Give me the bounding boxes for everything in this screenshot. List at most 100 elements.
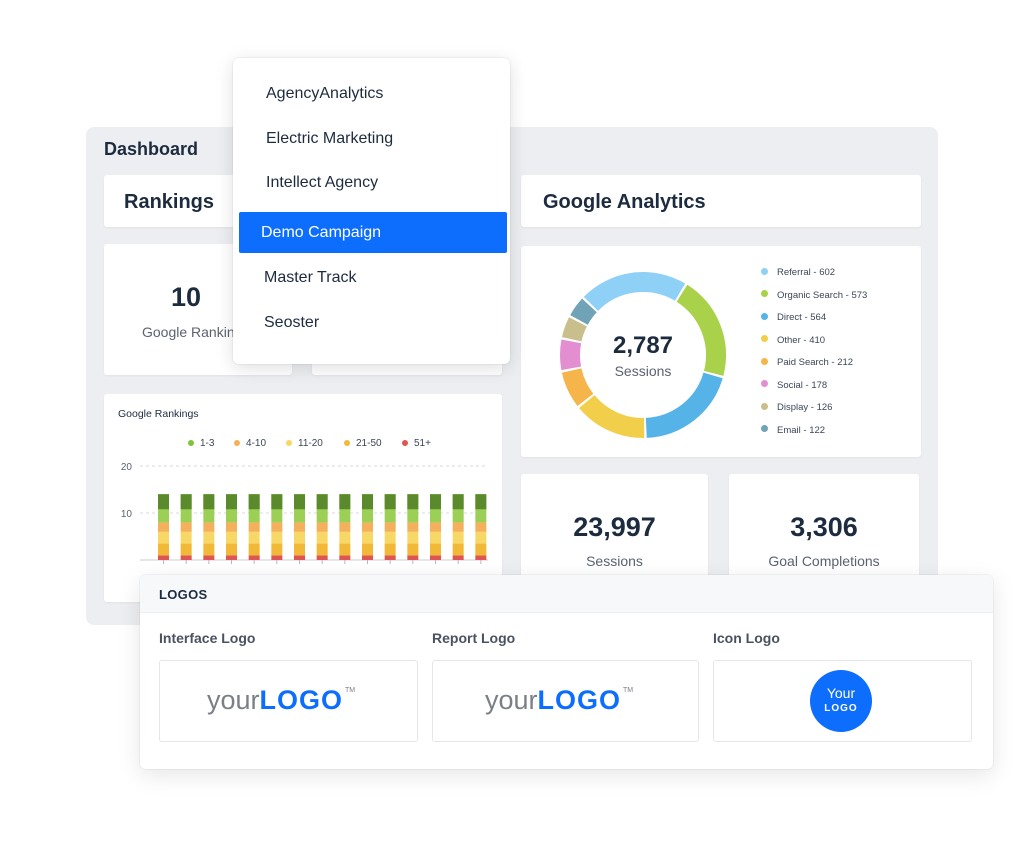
bar-segment-21-50	[248, 543, 260, 556]
rankings-legend-label: 21-50	[356, 438, 382, 449]
legend-dot-icon	[344, 440, 350, 447]
legend-dot-icon	[761, 402, 768, 410]
rankings-bar-chart: 10 20	[121, 462, 488, 564]
bar-segment-21-50	[158, 543, 169, 556]
bar-segment-21-50	[407, 543, 419, 556]
campaign-dropdown-menu: AgencyAnalytics Electric Marketing Intel…	[233, 58, 510, 364]
logos-header-text: LOGOS	[159, 587, 208, 602]
google-analytics-header-card: Google Analytics	[521, 175, 921, 227]
y-tick-label: 10	[121, 509, 133, 520]
dropdown-item-demo-campaign[interactable]: Demo Campaign	[239, 212, 507, 253]
bar-segment-4-10	[475, 522, 487, 532]
donut-legend-label: Display - 126	[777, 402, 833, 413]
bar-segment-21-50	[339, 543, 351, 556]
y-tick-label: 20	[121, 462, 133, 473]
logos-panel-header: LOGOS	[140, 575, 993, 613]
bar-segment-21-50	[203, 543, 215, 556]
legend-dot-icon	[761, 425, 768, 433]
bar-segment-11-20	[316, 531, 328, 544]
bar-segment-4-10	[362, 522, 373, 532]
bar-top-cap	[430, 494, 441, 510]
donut-legend-label: Other - 410	[777, 334, 826, 346]
bar-top-cap	[226, 494, 237, 510]
bar-segment-21-50	[226, 543, 237, 556]
rankings-legend-label: 4-10	[246, 438, 267, 449]
bar-top-cap	[294, 494, 305, 510]
legend-dot-icon	[761, 312, 768, 320]
goal-completions-card: 3,306 Goal Completions	[729, 474, 919, 584]
interface-logo-upload[interactable]: yourLOGO TM	[159, 660, 418, 742]
legend-dot-icon	[761, 357, 768, 365]
bar-segment-21-50	[475, 543, 487, 556]
rankings-legend-label: 51+	[414, 438, 431, 449]
bar-segment-11-20	[362, 531, 373, 544]
donut-legend-item: Email - 122	[761, 425, 825, 436]
icon-logo-image: Your LOGO	[810, 670, 872, 732]
donut-legend-label: Email - 122	[777, 424, 826, 436]
rankings-legend-item: 1-3	[188, 438, 214, 449]
rankings-legend-item: 11-20	[286, 438, 323, 449]
bar-segment-4-10	[158, 522, 169, 532]
bar-top-cap	[362, 494, 373, 510]
donut-center-value: 2,787	[612, 332, 674, 359]
donut-slice-email	[570, 298, 597, 325]
report-logo-image: yourLOGO TM	[485, 685, 634, 715]
bar-segment-4-10	[180, 522, 192, 532]
bar-segment-21-50	[362, 543, 373, 556]
bar-top-cap	[248, 494, 260, 510]
dashboard-title: Dashboard	[104, 139, 199, 159]
bar-segment-11-20	[226, 531, 237, 544]
bar-top-cap	[158, 494, 169, 510]
donut-slice-referral	[583, 272, 686, 312]
bar-segment-21-50	[316, 543, 328, 556]
donut-legend-label: Paid Search - 212	[777, 357, 854, 368]
legend-dot-icon	[286, 440, 292, 447]
legend-dot-icon	[761, 335, 768, 343]
rankings-chart-title: Google Rankings	[118, 408, 199, 420]
bar-segment-11-20	[407, 531, 419, 544]
bar-segment-11-20	[430, 531, 441, 544]
donut-slice-social	[560, 339, 582, 371]
bar-segment-4-10	[430, 522, 441, 532]
sessions-stat-value: 23,997	[573, 512, 656, 542]
bar-segment-51+	[452, 555, 464, 560]
bar-top-cap	[407, 494, 419, 510]
bar-top-cap	[203, 494, 215, 510]
legend-dot-icon	[234, 440, 240, 447]
bar-segment-4-10	[294, 522, 305, 532]
bar-segment-4-10	[407, 522, 419, 532]
google-analytics-title: Google Analytics	[543, 191, 706, 213]
sessions-stat-card: 23,997 Sessions	[521, 474, 708, 584]
icon-logo-upload[interactable]: Your LOGO	[713, 660, 972, 742]
donut-legend-label: Direct - 564	[777, 312, 827, 323]
rankings-stat-value: 10	[170, 282, 202, 312]
bar-segment-51+	[294, 555, 305, 560]
bar-segment-11-20	[475, 531, 487, 544]
bar-top-cap	[452, 494, 464, 510]
bar-top-cap	[316, 494, 328, 510]
donut-slice-direct	[645, 372, 723, 438]
bar-segment-4-10	[384, 522, 396, 532]
goal-completions-value: 3,306	[790, 512, 858, 542]
bar-top-cap	[339, 494, 351, 510]
bar-segment-21-50	[384, 543, 396, 556]
bar-segment-51+	[362, 555, 373, 560]
bar-segment-11-20	[339, 531, 351, 544]
donut-legend-label: Organic Search - 573	[777, 289, 868, 301]
donut-legend-item: Direct - 564	[761, 312, 826, 323]
report-logo-upload[interactable]: yourLOGO TM	[432, 660, 699, 742]
sessions-donut-card: 2,787 Sessions Referral - 602 Organic Sea…	[521, 246, 921, 457]
rankings-chart-legend: 1-3 4-10 11-20 21-50 51+	[188, 438, 488, 452]
legend-dot-icon	[402, 440, 408, 447]
legend-dot-icon	[761, 290, 768, 298]
rankings-stat-label: Google Rankings	[142, 324, 250, 340]
bar-segment-51+	[316, 555, 328, 560]
donut-slice-paid-search	[561, 367, 594, 407]
bar-segment-21-50	[452, 543, 464, 556]
legend-dot-icon	[761, 267, 768, 275]
bar-segment-11-20	[294, 531, 305, 544]
donut-legend-item: Display - 126	[761, 402, 832, 413]
bar-segment-11-20	[271, 531, 283, 544]
google-rankings-chart-card: Google Rankings 1-3 4-10 11-20 21-50 51+ 10 2…	[104, 394, 502, 602]
donut-legend-label: Referral - 602	[777, 267, 836, 278]
